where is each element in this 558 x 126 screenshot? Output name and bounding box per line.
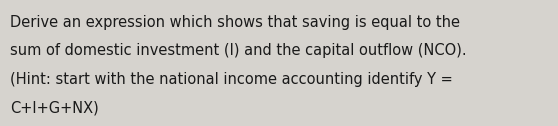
Text: sum of domestic investment (I) and the capital outflow (NCO).: sum of domestic investment (I) and the c… [10, 43, 466, 58]
Text: C+I+G+NX): C+I+G+NX) [10, 100, 99, 115]
Text: (Hint: start with the national income accounting identify Y =: (Hint: start with the national income ac… [10, 72, 453, 87]
Text: Derive an expression which shows that saving is equal to the: Derive an expression which shows that sa… [10, 15, 460, 30]
